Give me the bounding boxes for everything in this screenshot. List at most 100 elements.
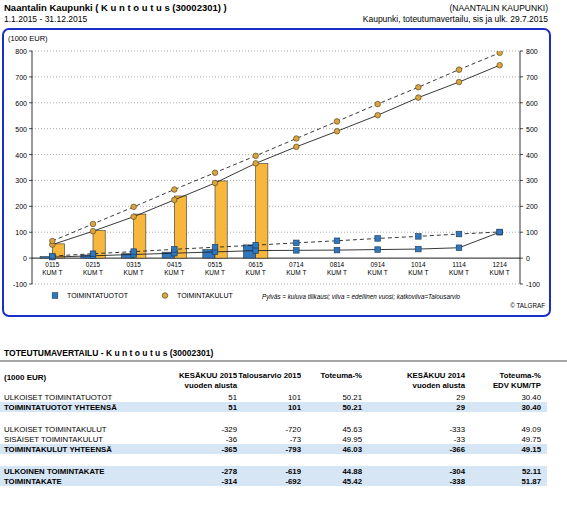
cell-value: 50.21 xyxy=(342,403,362,412)
column-header: Toteuma-% xyxy=(500,371,542,380)
cell-value: -278 xyxy=(221,467,237,476)
y2-tick xyxy=(520,258,523,259)
cell-value: -329 xyxy=(221,425,237,434)
x-tick-label: 0215KUM T xyxy=(83,261,103,276)
cell-value: 49.95 xyxy=(342,435,362,444)
x-tick-label: 0315KUM T xyxy=(124,261,144,276)
y-tick-label: 600 xyxy=(15,100,27,107)
cell-value: -36 xyxy=(226,435,237,444)
y2-axis xyxy=(520,51,521,284)
marker xyxy=(375,236,381,242)
column-header: KESÄKUU 2015 xyxy=(179,371,238,380)
marker xyxy=(172,187,178,193)
x-tick-label-line: 0914 xyxy=(370,261,385,268)
y2-tick xyxy=(520,51,523,52)
legend-symbol xyxy=(52,293,58,299)
y2-tick-label: 500 xyxy=(526,126,538,133)
y2-tick-label: 200 xyxy=(526,203,538,210)
series-line xyxy=(52,53,499,241)
cell-value: 101 xyxy=(288,393,301,402)
column-header: Talousarvio 2015 xyxy=(238,371,301,380)
y2-tick-label: 600 xyxy=(526,100,538,107)
y-tick-label: 400 xyxy=(15,152,27,159)
report-period: 1.1.2015 - 31.12.2015 xyxy=(4,14,87,24)
legend-label: TOIMINTAKULUT xyxy=(177,292,233,299)
table-rule xyxy=(0,361,567,362)
series-line xyxy=(52,65,499,244)
y2-tick xyxy=(520,76,523,77)
cell-value: -73 xyxy=(290,435,301,444)
grid-line xyxy=(32,180,520,181)
marker xyxy=(416,246,422,252)
y2-tick-label: 300 xyxy=(526,177,538,184)
x-tick-label: 1114KUM T xyxy=(449,261,469,276)
x-tick-label-line: KUM T xyxy=(286,269,306,276)
y-tick xyxy=(29,284,32,285)
row-label: TOIMINTAKATE xyxy=(4,477,62,486)
cell-value: 30.40 xyxy=(521,403,541,412)
marker xyxy=(497,229,503,235)
x-tick-label-line: 0215 xyxy=(86,261,101,268)
marker xyxy=(334,247,340,253)
x-tick-label-line: 0615 xyxy=(248,261,263,268)
marker xyxy=(90,221,96,227)
row-band xyxy=(0,466,547,476)
series-line xyxy=(52,232,499,256)
x-tick-label-line: KUM T xyxy=(124,269,144,276)
x-tick-label-line: 0515 xyxy=(208,261,223,268)
marker xyxy=(172,197,178,203)
chart-credit: © TALGRAF xyxy=(510,302,545,309)
row-band xyxy=(0,444,547,454)
x-tick-label-line: 1214 xyxy=(492,261,507,268)
y2-tick xyxy=(520,102,523,103)
x-tick-label-line: KUM T xyxy=(246,269,266,276)
cell-value: 49.75 xyxy=(521,435,541,444)
marker xyxy=(416,234,422,240)
y2-tick xyxy=(520,284,523,285)
cell-value: 50.21 xyxy=(342,393,362,402)
marker xyxy=(294,240,300,246)
cell-value: -365 xyxy=(221,445,237,454)
y-tick xyxy=(29,154,32,155)
cell-value: 51 xyxy=(228,393,237,402)
x-tick-label-line: KUM T xyxy=(205,269,225,276)
marker xyxy=(375,101,381,107)
marker xyxy=(334,238,340,244)
cell-value: 44.88 xyxy=(342,467,362,476)
column-header: vuoden alusta xyxy=(413,381,466,390)
marker xyxy=(172,247,178,253)
y2-tick-label: 0 xyxy=(526,255,530,262)
cell-value: -33 xyxy=(454,435,465,444)
x-tick-label: 0615KUM T xyxy=(246,261,266,276)
grid-line xyxy=(32,76,520,77)
marker xyxy=(212,244,218,250)
x-tick-label: 1214KUM T xyxy=(490,261,510,276)
x-tick-label-line: KUM T xyxy=(42,269,62,276)
y2-tick-label: 100 xyxy=(526,229,538,236)
marker xyxy=(253,153,259,159)
x-tick-label-line: 0415 xyxy=(167,261,182,268)
x-tick-label-line: KUM T xyxy=(164,269,184,276)
row-label: ULKOISET TOIMINTATUOTOT xyxy=(4,393,113,402)
column-header: vuoden alusta xyxy=(185,381,238,390)
marker xyxy=(294,136,300,142)
y2-tick xyxy=(520,180,523,181)
report-org: (NAANTALIN KAUPUNKI) xyxy=(449,3,548,13)
grid-line xyxy=(32,206,520,207)
column-header: KESÄKUU 2014 xyxy=(407,371,466,380)
marker xyxy=(334,128,340,134)
cell-value: -793 xyxy=(285,445,301,454)
grid-line xyxy=(32,284,520,285)
marker xyxy=(334,119,340,125)
cell-value: 51.87 xyxy=(521,477,541,486)
y-axis-label: (1000 EUR) xyxy=(8,34,48,43)
cell-value: -720 xyxy=(285,425,301,434)
marker xyxy=(456,231,462,237)
x-tick-label-line: KUM T xyxy=(490,269,510,276)
cell-value: -366 xyxy=(449,445,465,454)
y-tick-label: 0 xyxy=(23,255,27,262)
cell-value: 45.63 xyxy=(342,425,362,434)
cell-value: 29 xyxy=(456,403,465,412)
y-tick xyxy=(29,51,32,52)
row-label: SISÄISET TOIMINTAKULUT xyxy=(4,435,103,444)
